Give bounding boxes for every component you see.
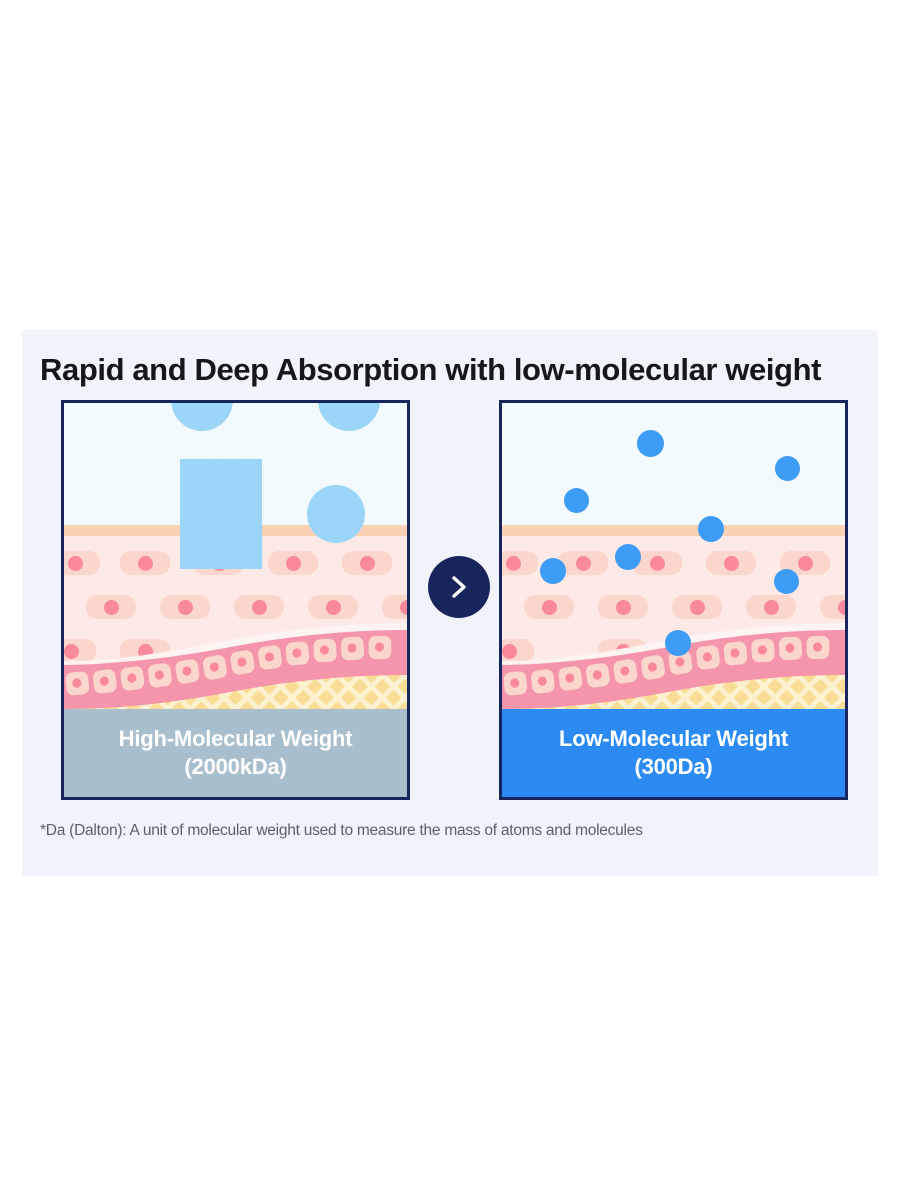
basal-membrane [64, 623, 407, 709]
skin-cross-section-low: Low-Molecular Weight (300Da) [502, 403, 845, 797]
dermal-cell [120, 551, 170, 575]
dermal-cell-row [64, 595, 407, 621]
molecule-low-molecular [564, 488, 589, 513]
dermal-cell [64, 551, 100, 575]
page-title: Rapid and Deep Absorption with low-molec… [40, 352, 822, 387]
molecule-low-molecular [615, 544, 641, 570]
dermal-cell [502, 551, 538, 575]
molecule-low-molecular [540, 558, 566, 584]
infographic-card: Rapid and Deep Absorption with low-molec… [22, 330, 878, 876]
molecule-low-molecular [775, 456, 800, 481]
dermal-cell [706, 551, 756, 575]
dermal-cell [598, 595, 648, 619]
dermal-cell [820, 595, 845, 619]
panel-high-molecular-weight: High-Molecular Weight (2000kDa) [61, 400, 410, 800]
dermal-cell [746, 595, 796, 619]
dermal-cell [502, 639, 534, 663]
dermal-cell [672, 595, 722, 619]
chevron-right-icon [452, 576, 466, 598]
dermal-cell [382, 595, 407, 619]
dermal-cell [558, 551, 608, 575]
skin-cross-section-high: High-Molecular Weight (2000kDa) [64, 403, 407, 797]
dermal-cell-row [502, 551, 845, 577]
molecule-low-molecular [637, 430, 664, 457]
molecule-low-molecular [774, 569, 799, 594]
footnote-text: *Da (Dalton): A unit of molecular weight… [40, 822, 643, 839]
dermal-cell [268, 551, 318, 575]
caption-low-molecular-weight: Low-Molecular Weight (300Da) [502, 709, 845, 797]
molecule-low-molecular [698, 516, 724, 542]
molecule-low-molecular [665, 630, 691, 656]
dermal-cell [524, 595, 574, 619]
caption-line-1: High-Molecular Weight [118, 725, 353, 751]
dermal-cell [160, 595, 210, 619]
caption-line-1: Low-Molecular Weight [558, 725, 789, 751]
basal-membrane [502, 623, 845, 709]
panel-low-molecular-weight: Low-Molecular Weight (300Da) [499, 400, 848, 800]
comparison-arrow-badge [428, 556, 490, 618]
dermal-cell [308, 595, 358, 619]
molecule-high-molecular-droplet [180, 459, 262, 569]
caption-high-molecular-weight: High-Molecular Weight (2000kDa) [64, 709, 407, 797]
dermal-cell [86, 595, 136, 619]
molecule-high-molecular [307, 485, 365, 543]
dermal-cell [342, 551, 392, 575]
dermal-cell [632, 551, 682, 575]
dermal-cell-row [502, 595, 845, 621]
caption-line-2: (2000kDa) [184, 754, 287, 779]
dermal-cell [234, 595, 284, 619]
dermal-cell [64, 639, 96, 663]
layer-stratum-corneum [502, 525, 845, 536]
caption-line-2: (300Da) [634, 754, 713, 779]
